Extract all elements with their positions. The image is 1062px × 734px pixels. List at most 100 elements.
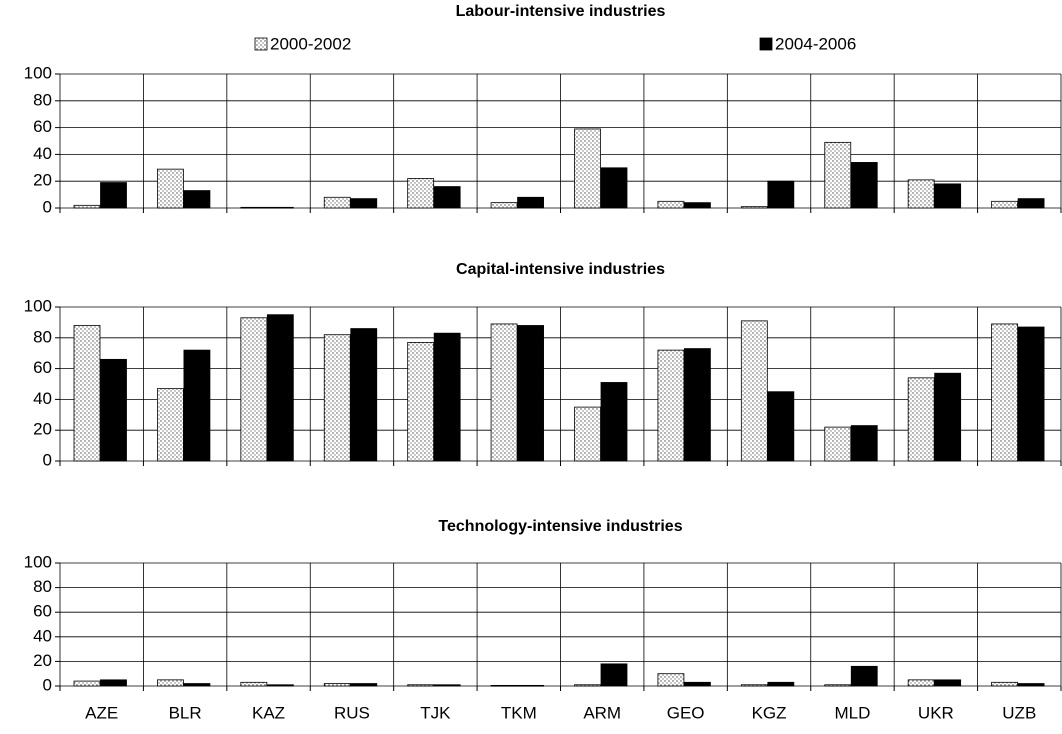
bar	[740, 320, 768, 462]
bar	[490, 684, 518, 687]
bar	[433, 332, 461, 462]
y-tick-label: 100	[24, 552, 52, 571]
x-tick-label: RUS	[334, 703, 370, 722]
bar	[657, 200, 685, 209]
y-tick-label: 0	[43, 450, 52, 469]
bar	[407, 684, 435, 687]
x-tick-label: UZB	[1002, 703, 1036, 722]
bar	[934, 183, 962, 209]
bar	[517, 196, 544, 209]
bar	[684, 202, 711, 209]
bar	[433, 684, 461, 687]
y-tick-label: 0	[43, 197, 52, 216]
bar	[350, 328, 378, 462]
bar	[240, 681, 268, 687]
x-tick-label: TJK	[420, 703, 451, 722]
legend-swatch	[759, 37, 773, 51]
y-tick-label: 60	[33, 602, 52, 621]
bar	[600, 663, 628, 687]
bar	[183, 349, 211, 462]
bar	[1017, 198, 1045, 209]
bar	[323, 196, 351, 209]
bar	[157, 388, 184, 462]
chart-title: Technology-intensive industries	[438, 518, 682, 535]
bar	[850, 425, 878, 462]
bar	[407, 178, 435, 209]
bar	[266, 684, 294, 687]
bar	[574, 684, 601, 687]
x-tick-label: AZE	[85, 703, 118, 722]
bar	[490, 323, 518, 462]
y-tick-label: 20	[33, 651, 52, 670]
bar	[490, 202, 518, 209]
bar	[600, 167, 628, 209]
bar	[767, 681, 795, 687]
y-tick-label: 40	[33, 626, 52, 645]
y-tick-label: 0	[43, 675, 52, 694]
y-tick-label: 80	[33, 327, 52, 346]
bar	[350, 198, 378, 209]
bar	[907, 179, 935, 209]
bar	[73, 204, 101, 209]
x-tick-label: BLR	[169, 703, 202, 722]
bar	[767, 391, 795, 462]
x-tick-label: KGZ	[752, 703, 787, 722]
y-tick-label: 60	[33, 117, 52, 136]
bar	[684, 681, 711, 687]
y-tick-label: 20	[33, 420, 52, 439]
bar	[157, 168, 184, 209]
bar	[991, 681, 1018, 687]
bar	[517, 684, 544, 687]
bar	[684, 348, 711, 462]
y-tick-label: 20	[33, 171, 52, 190]
bar	[850, 665, 878, 687]
x-tick-label: TKM	[501, 703, 537, 722]
bar	[1017, 683, 1045, 687]
bar	[240, 317, 268, 462]
bar	[73, 680, 101, 687]
y-tick-label: 80	[33, 577, 52, 596]
bar	[740, 684, 768, 687]
bar	[991, 200, 1018, 209]
bar	[350, 683, 378, 687]
legend-label: 2000-2002	[270, 34, 351, 53]
bar	[907, 377, 935, 462]
bar	[767, 180, 795, 209]
bar	[657, 673, 685, 687]
bar	[183, 683, 211, 687]
bar	[740, 206, 768, 209]
y-tick-label: 40	[33, 389, 52, 408]
x-tick-label: ARM	[583, 703, 621, 722]
bar	[657, 349, 685, 462]
bar	[100, 182, 127, 209]
bar	[824, 684, 852, 687]
bar	[1017, 326, 1045, 462]
chart-title: Labour-intensive industries	[456, 3, 666, 20]
bar	[100, 679, 127, 687]
y-tick-label: 40	[33, 144, 52, 163]
bar	[323, 683, 351, 687]
x-tick-label: GEO	[667, 703, 705, 722]
bar	[157, 679, 184, 687]
y-tick-label: 100	[24, 296, 52, 315]
bar	[850, 162, 878, 209]
bar	[73, 325, 101, 462]
bar	[407, 342, 435, 462]
bar	[517, 325, 544, 462]
x-tick-label: MLD	[835, 703, 871, 722]
bar	[907, 679, 935, 687]
bar	[183, 190, 211, 209]
legend-label: 2004-2006	[775, 34, 856, 53]
bar	[934, 679, 962, 687]
bar	[266, 206, 294, 209]
x-tick-label: UKR	[918, 703, 954, 722]
bar	[574, 406, 601, 462]
bar	[323, 334, 351, 462]
bar	[100, 358, 127, 462]
bar	[824, 426, 852, 462]
bar	[433, 186, 461, 209]
bar	[574, 128, 601, 209]
bar	[934, 372, 962, 462]
bar	[824, 141, 852, 209]
y-tick-label: 60	[33, 358, 52, 377]
